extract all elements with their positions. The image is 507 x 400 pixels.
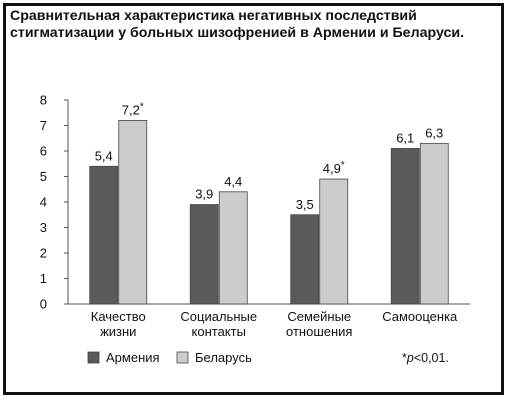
data-label: 6,1	[396, 130, 414, 145]
x-tick-label: отношения	[286, 324, 352, 339]
x-tick-label: Качество	[91, 309, 146, 324]
significance-mark: *	[140, 101, 144, 112]
data-label: 7,2*	[122, 101, 144, 117]
y-tick-label: 3	[40, 220, 47, 235]
data-label: 4,4	[224, 174, 242, 189]
footnote: *p<0,01.	[402, 351, 449, 365]
x-tick-label: жизни	[100, 324, 136, 339]
significance-mark: *	[341, 160, 345, 171]
legend-swatch	[87, 351, 100, 364]
footnote-text: <0,01.	[413, 351, 449, 365]
x-tick-label: Семейные	[287, 309, 351, 324]
bars: 5,4 7,2* 3,9 4,4 3,5 4,9* 6,1 6,3	[89, 101, 449, 305]
bar	[118, 120, 148, 305]
footnote-p: p	[406, 351, 414, 365]
legend: Армения Беларусь	[87, 350, 252, 365]
y-tick-label: 2	[40, 246, 47, 261]
legend-swatch	[176, 351, 189, 364]
x-tick-label: Социальные	[180, 309, 257, 324]
data-label: 4,9*	[323, 160, 345, 176]
bar	[419, 142, 449, 305]
bar	[290, 214, 320, 305]
y-tick-label: 8	[40, 93, 47, 108]
bar	[89, 165, 119, 305]
footnote-star: *	[402, 351, 407, 365]
data-label: 5,4	[95, 148, 113, 163]
y-tick-label: 1	[40, 271, 47, 286]
data-label: 6,3	[425, 125, 443, 140]
legend-label: Армения	[106, 350, 160, 365]
bar	[390, 148, 420, 305]
y-tick-label: 7	[40, 118, 47, 133]
chart-title: Сравнительная характеристика негативных …	[10, 8, 465, 41]
x-tick-label: Самооценка	[382, 309, 458, 324]
legend-label: Беларусь	[195, 350, 252, 365]
bar	[218, 191, 248, 305]
y-tick-label: 6	[40, 144, 47, 159]
y-tick-label: 5	[40, 169, 47, 184]
data-label: 3,5	[296, 197, 314, 212]
y-tick-label: 4	[40, 195, 47, 210]
y-axis: 0 1 2 3 4 5 6 7 8	[40, 93, 68, 312]
y-tick-label: 0	[40, 297, 47, 312]
bar	[319, 178, 349, 305]
x-tick-label: контакты	[192, 324, 246, 339]
data-label: 3,9	[195, 187, 213, 202]
bar	[189, 204, 219, 305]
